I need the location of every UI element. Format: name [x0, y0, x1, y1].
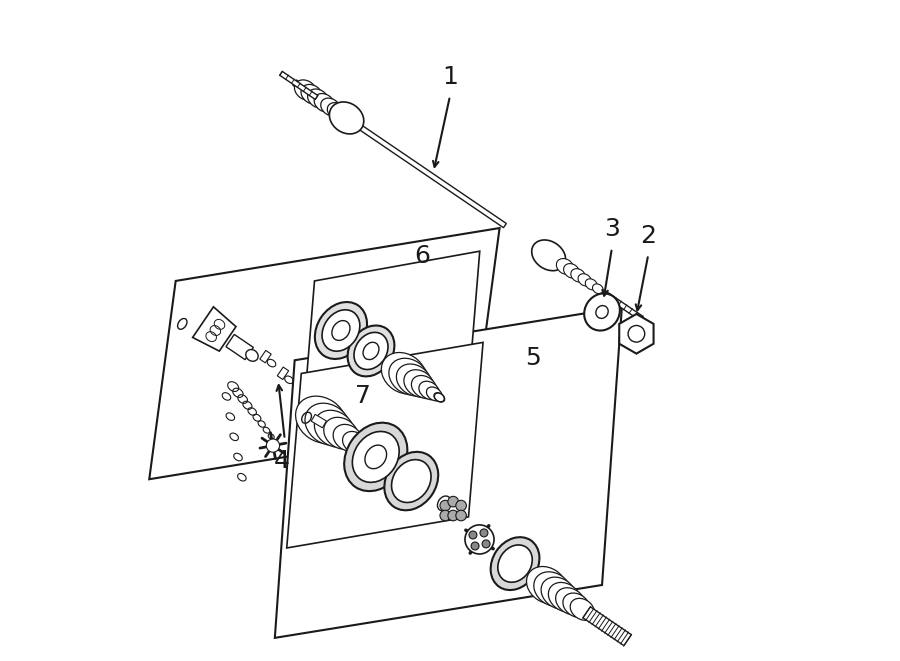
Ellipse shape	[314, 410, 355, 447]
Ellipse shape	[578, 274, 591, 286]
Ellipse shape	[534, 572, 572, 607]
Polygon shape	[302, 251, 480, 443]
Ellipse shape	[328, 102, 346, 120]
Ellipse shape	[491, 537, 539, 590]
Ellipse shape	[322, 310, 360, 351]
Circle shape	[448, 496, 458, 507]
Circle shape	[440, 500, 451, 511]
Circle shape	[455, 500, 466, 511]
Ellipse shape	[411, 375, 436, 399]
Ellipse shape	[343, 432, 366, 453]
Ellipse shape	[329, 102, 364, 134]
Polygon shape	[359, 125, 507, 227]
Ellipse shape	[384, 452, 438, 510]
Ellipse shape	[305, 403, 350, 446]
Ellipse shape	[354, 332, 388, 369]
Polygon shape	[602, 290, 643, 321]
Polygon shape	[193, 307, 236, 351]
Polygon shape	[277, 367, 289, 379]
Circle shape	[482, 540, 490, 548]
Polygon shape	[583, 607, 632, 646]
Polygon shape	[149, 228, 500, 479]
Ellipse shape	[592, 284, 603, 293]
Ellipse shape	[246, 350, 258, 362]
Ellipse shape	[571, 268, 586, 282]
Ellipse shape	[361, 446, 374, 457]
Ellipse shape	[548, 582, 580, 612]
Ellipse shape	[347, 325, 394, 376]
Ellipse shape	[392, 459, 431, 502]
Circle shape	[480, 529, 488, 537]
Text: 1: 1	[442, 65, 458, 89]
Ellipse shape	[541, 577, 576, 609]
Ellipse shape	[340, 112, 358, 128]
Circle shape	[266, 439, 280, 452]
Ellipse shape	[571, 598, 594, 620]
Ellipse shape	[308, 89, 328, 108]
Text: 2: 2	[640, 224, 656, 248]
Ellipse shape	[418, 381, 439, 400]
Text: 5: 5	[525, 346, 541, 370]
Polygon shape	[226, 334, 254, 360]
Ellipse shape	[585, 279, 598, 290]
Ellipse shape	[301, 85, 323, 104]
Polygon shape	[311, 414, 327, 428]
Ellipse shape	[295, 396, 346, 444]
Ellipse shape	[584, 293, 620, 330]
Circle shape	[465, 525, 494, 554]
Circle shape	[455, 510, 466, 521]
Circle shape	[471, 542, 479, 550]
Ellipse shape	[556, 258, 573, 274]
Circle shape	[440, 510, 451, 521]
Text: 4: 4	[274, 449, 290, 473]
Ellipse shape	[562, 593, 590, 617]
Circle shape	[448, 510, 458, 521]
Circle shape	[469, 531, 477, 539]
Polygon shape	[260, 350, 271, 363]
Polygon shape	[280, 71, 318, 99]
Ellipse shape	[353, 432, 400, 483]
Polygon shape	[619, 314, 653, 354]
Ellipse shape	[555, 588, 585, 615]
Ellipse shape	[333, 424, 362, 451]
Ellipse shape	[315, 302, 367, 359]
Ellipse shape	[314, 94, 335, 112]
Polygon shape	[274, 307, 622, 638]
Ellipse shape	[389, 358, 429, 395]
Ellipse shape	[352, 438, 370, 455]
Ellipse shape	[526, 566, 567, 603]
Ellipse shape	[532, 240, 565, 271]
Ellipse shape	[382, 352, 427, 394]
Ellipse shape	[404, 369, 434, 397]
Ellipse shape	[344, 422, 408, 491]
Ellipse shape	[396, 364, 431, 397]
Ellipse shape	[498, 545, 532, 582]
Text: 7: 7	[355, 384, 371, 408]
Ellipse shape	[334, 107, 352, 124]
Text: 3: 3	[604, 217, 620, 241]
Ellipse shape	[324, 417, 358, 449]
Ellipse shape	[434, 393, 445, 402]
Ellipse shape	[427, 387, 442, 401]
Polygon shape	[292, 80, 346, 119]
Ellipse shape	[320, 98, 340, 116]
Polygon shape	[287, 342, 483, 548]
Text: 6: 6	[414, 244, 430, 268]
Ellipse shape	[294, 80, 317, 100]
Ellipse shape	[563, 264, 580, 278]
